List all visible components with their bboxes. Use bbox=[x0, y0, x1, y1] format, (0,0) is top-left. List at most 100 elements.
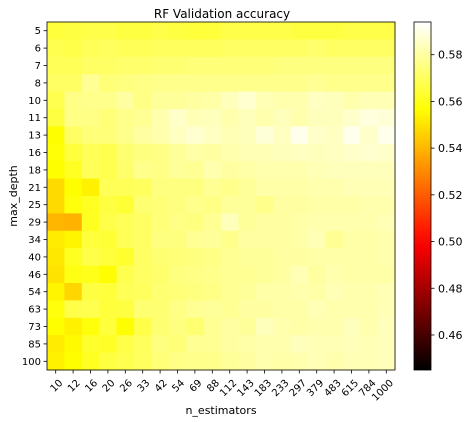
heatmap-cell bbox=[221, 126, 239, 145]
heatmap-cell bbox=[360, 22, 378, 40]
y-tick-label: 34 bbox=[28, 235, 41, 246]
heatmap-cell bbox=[134, 178, 152, 197]
heatmap-cell bbox=[64, 56, 83, 75]
heatmap-cell bbox=[151, 143, 170, 162]
heatmap-cell bbox=[99, 109, 117, 127]
heatmap-cell bbox=[290, 230, 309, 249]
heatmap-cell bbox=[377, 300, 396, 319]
heatmap-cell bbox=[116, 22, 135, 40]
heatmap-cell bbox=[308, 265, 326, 284]
heatmap-cell bbox=[116, 178, 135, 197]
heatmap-cell bbox=[221, 230, 239, 249]
heatmap-cell bbox=[116, 143, 135, 162]
heatmap-cell bbox=[360, 300, 378, 319]
heatmap-cell bbox=[186, 352, 204, 371]
heatmap-cell bbox=[81, 91, 100, 110]
heatmap-cell bbox=[273, 283, 291, 301]
heatmap-cell bbox=[325, 178, 344, 197]
heatmap-cell bbox=[47, 230, 65, 249]
heatmap-cell bbox=[81, 335, 100, 353]
heatmap-cell bbox=[116, 283, 135, 301]
heatmap-cell bbox=[273, 74, 291, 92]
heatmap-cell bbox=[255, 39, 274, 58]
heatmap-cell bbox=[64, 283, 83, 301]
heatmap-cell bbox=[255, 143, 274, 162]
heatmap-cell bbox=[168, 248, 187, 266]
heatmap-cell bbox=[168, 22, 187, 40]
heatmap-cell bbox=[99, 265, 117, 284]
heatmap-cell bbox=[151, 74, 170, 92]
x-tick-label: 483 bbox=[322, 378, 343, 399]
heatmap-cell bbox=[99, 300, 117, 319]
heatmap-cell bbox=[203, 178, 222, 197]
heatmap-cell bbox=[325, 213, 344, 232]
y-tick-label: 21 bbox=[28, 183, 41, 194]
heatmap-cell bbox=[203, 265, 222, 284]
heatmap-cell bbox=[47, 143, 65, 162]
heatmap-cell bbox=[203, 143, 222, 162]
y-tick-label: 63 bbox=[28, 305, 41, 316]
x-tick-label: 615 bbox=[340, 378, 361, 399]
heatmap-cell bbox=[273, 317, 291, 336]
heatmap-cell bbox=[308, 213, 326, 232]
heatmap-cell bbox=[308, 248, 326, 266]
heatmap-cell bbox=[360, 335, 378, 353]
heatmap-cell bbox=[377, 109, 396, 127]
heatmap-cell bbox=[273, 22, 291, 40]
heatmap-cell bbox=[47, 109, 65, 127]
heatmap-cell bbox=[377, 335, 396, 353]
heatmap-cell bbox=[221, 109, 239, 127]
heatmap-cell bbox=[360, 283, 378, 301]
heatmap-cell bbox=[255, 126, 274, 145]
heatmap-cell bbox=[116, 161, 135, 179]
heatmap-cell bbox=[221, 22, 239, 40]
colorbar-tick-label: 0.54 bbox=[438, 142, 463, 155]
heatmap-cell bbox=[221, 56, 239, 75]
heatmap-cell bbox=[99, 126, 117, 145]
heatmap-cell bbox=[116, 213, 135, 232]
heatmap-cell bbox=[360, 74, 378, 92]
x-tick-label: 42 bbox=[153, 378, 170, 395]
heatmap-cell bbox=[221, 317, 239, 336]
heatmap-cell bbox=[64, 39, 83, 58]
y-tick-label: 54 bbox=[28, 287, 41, 298]
heatmap-cell bbox=[273, 178, 291, 197]
heatmap-cell bbox=[290, 91, 309, 110]
heatmap-cell bbox=[203, 56, 222, 75]
heatmap-cell bbox=[47, 161, 65, 179]
heatmap-cell bbox=[134, 161, 152, 179]
heatmap-cell bbox=[377, 352, 396, 371]
heatmap-cell bbox=[221, 143, 239, 162]
heatmap-cell bbox=[151, 126, 170, 145]
heatmap-cell bbox=[116, 265, 135, 284]
heatmap-cell bbox=[325, 74, 344, 92]
colorbar-tick-label: 0.50 bbox=[438, 236, 463, 249]
y-tick-label: 100 bbox=[22, 357, 41, 368]
heatmap-cell bbox=[203, 161, 222, 179]
heatmap-cell bbox=[99, 352, 117, 371]
heatmap-cell bbox=[255, 317, 274, 336]
heatmap-cell bbox=[151, 335, 170, 353]
heatmap-cell bbox=[238, 213, 257, 232]
heatmap-cell bbox=[151, 161, 170, 179]
heatmap-cell bbox=[186, 300, 204, 319]
heatmap-cell bbox=[116, 74, 135, 92]
heatmap-cell bbox=[290, 161, 309, 179]
heatmap-cell bbox=[186, 22, 204, 40]
heatmap-cell bbox=[64, 196, 83, 214]
heatmap-cell bbox=[99, 161, 117, 179]
heatmap-cell bbox=[308, 352, 326, 371]
heatmap-cell bbox=[151, 283, 170, 301]
x-tick-label: 183 bbox=[253, 378, 274, 399]
heatmap-cell bbox=[377, 265, 396, 284]
colorbar-gradient bbox=[413, 21, 432, 371]
heatmap-cell bbox=[168, 143, 187, 162]
heatmap-cell bbox=[47, 126, 65, 145]
heatmap-cell bbox=[47, 352, 65, 371]
heatmap-cell bbox=[186, 126, 204, 145]
heatmap-cell bbox=[238, 109, 257, 127]
heatmap-cell bbox=[238, 56, 257, 75]
heatmap-cell bbox=[151, 56, 170, 75]
heatmap-cell bbox=[360, 161, 378, 179]
y-tick-label: 40 bbox=[28, 252, 41, 263]
